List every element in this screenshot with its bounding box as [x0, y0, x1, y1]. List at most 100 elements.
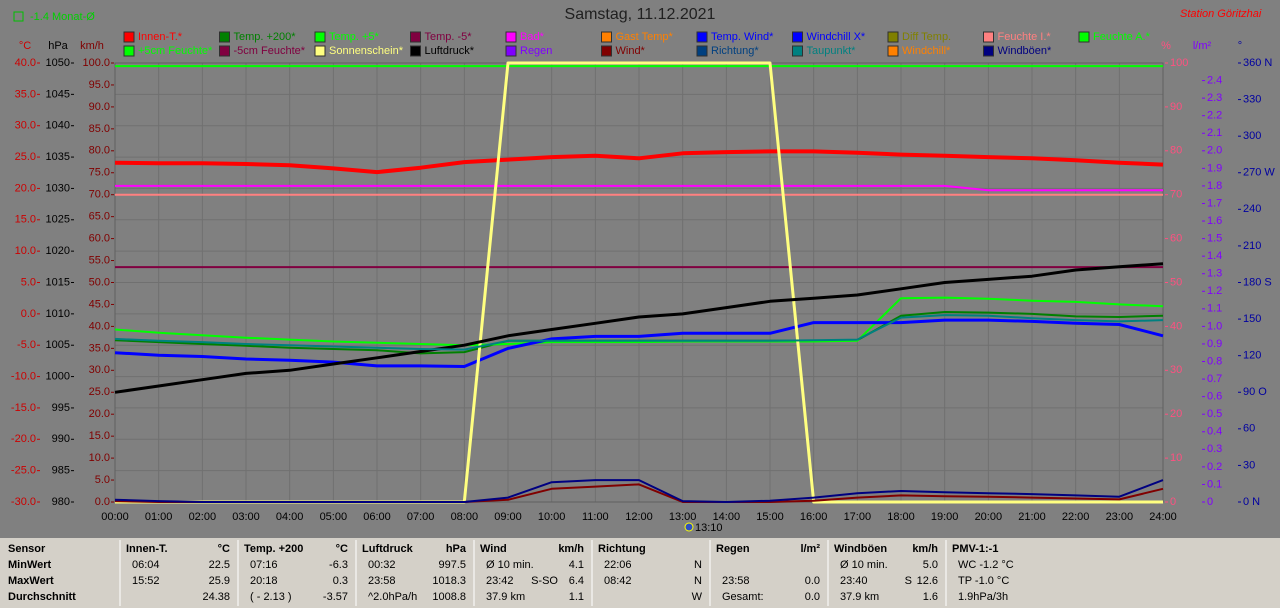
- y-tick-label: 30.0: [89, 364, 110, 376]
- column-unit: °C: [336, 543, 348, 555]
- x-tick-label: 01:00: [145, 511, 173, 523]
- y-tick-label: 5.0: [95, 474, 110, 486]
- y-tick-label: 995: [52, 402, 70, 414]
- chart-background: [0, 0, 1280, 538]
- cell-text: 22:06: [604, 559, 632, 571]
- legend-swatch: [696, 31, 708, 43]
- y-tick-label: 0: [1170, 496, 1176, 508]
- y-tick-label: 30: [1170, 364, 1182, 376]
- y-tick-label: 20.0: [15, 182, 36, 194]
- cell-text: 23:58: [722, 575, 750, 587]
- y-tick-label: 1025: [46, 214, 70, 226]
- y-tick-label: 50.0: [89, 276, 110, 288]
- y-tick-label: 1.3: [1207, 268, 1222, 280]
- cell-text: 0.0: [805, 575, 820, 587]
- y-tick-label: 0.4: [1207, 426, 1222, 438]
- legend-swatch: [123, 45, 135, 57]
- series-line: [114, 149, 1164, 175]
- y-tick-label: 1010: [46, 308, 70, 320]
- y-tick-label: 45.0: [89, 298, 110, 310]
- axis-unit: °: [1238, 40, 1242, 52]
- legend-swatch: [314, 45, 326, 57]
- legend-entry: Temp. Wind*: [696, 31, 774, 43]
- y-tick-label: 40: [1170, 320, 1182, 332]
- legend-entry: Temp. -5*: [410, 31, 473, 43]
- legend-label: Sonnenschein*: [329, 45, 404, 57]
- cell-text: 0.0: [805, 591, 820, 603]
- y-tick-label: 20: [1170, 408, 1182, 420]
- cell-text: 12.6: [917, 575, 938, 587]
- column-header: Regen: [716, 543, 750, 555]
- y-tick-label: 10.0: [89, 452, 110, 464]
- cell-text: 23:40: [840, 575, 868, 587]
- y-tick-label: 0.2: [1207, 461, 1222, 473]
- y-tick-label: 100.0: [82, 57, 110, 69]
- y-tick-label: 0.1: [1207, 478, 1222, 490]
- cell-text: Ø 10 min.: [486, 559, 534, 571]
- y-tick-label: 95.0: [89, 79, 110, 91]
- y-tick-label: 60: [1243, 423, 1255, 435]
- legend-label: Luftdruck*: [425, 45, 475, 57]
- legend-entry: Temp. +200*: [219, 31, 297, 43]
- cell-text: 23:42: [486, 575, 514, 587]
- legend-entry: Gast Temp*: [601, 31, 673, 43]
- legend-entry: Windböen*: [983, 45, 1052, 57]
- x-tick-label: 22:00: [1062, 511, 1090, 523]
- y-tick-label: 15.0: [89, 430, 110, 442]
- x-tick-label: 09:00: [494, 511, 522, 523]
- legend-swatch: [219, 31, 230, 43]
- legend-entry: -5cm Feuchte*: [219, 45, 306, 57]
- y-tick-label: 75.0: [89, 167, 110, 179]
- legend-label: Wind*: [616, 45, 646, 57]
- cell-text: S: [905, 575, 912, 587]
- x-tick-label: 10:00: [538, 511, 566, 523]
- cell-text: 5.0: [923, 559, 938, 571]
- cell-text: ^2.0hPa/h: [368, 591, 417, 603]
- x-tick-label: 17:00: [844, 511, 872, 523]
- average-icon: [13, 11, 24, 22]
- legend-swatch: [505, 45, 517, 57]
- y-tick-label: 2.4: [1207, 74, 1222, 86]
- legend-entry: Windchill X*: [792, 31, 866, 43]
- x-tick-label: 14:00: [713, 511, 741, 523]
- y-tick-label: 180 S: [1243, 276, 1272, 288]
- column-header: Wind: [480, 543, 507, 555]
- x-tick-label: 05:00: [320, 511, 348, 523]
- y-tick-label: 70: [1170, 189, 1182, 201]
- y-tick-label: 0.9: [1207, 338, 1222, 350]
- x-tick-label: 03:00: [232, 511, 260, 523]
- y-tick-label: 0.6: [1207, 391, 1222, 403]
- series-line: [114, 479, 1164, 503]
- cell-text: 00:32: [368, 559, 396, 571]
- legend-label: Temp. +200*: [234, 31, 297, 43]
- month-average: -1.4 Monat-Ø: [30, 11, 95, 23]
- legend-label: Windchill X*: [807, 31, 866, 43]
- column-header: PMV-1:-1: [952, 543, 998, 555]
- legend-entry: Temp. +5*: [314, 31, 380, 43]
- legend-swatch: [601, 31, 612, 43]
- x-tick-label: 11:00: [582, 511, 609, 523]
- series-line: [114, 262, 1164, 394]
- station-name: Station Göritzhai: [1180, 8, 1262, 20]
- legend-swatch: [983, 45, 994, 57]
- y-tick-label: 2.0: [1207, 145, 1222, 157]
- x-tick-label: 02:00: [189, 511, 217, 523]
- legend-label: Temp. Wind*: [711, 31, 774, 43]
- y-tick-label: 35.0: [15, 88, 36, 100]
- y-tick-label: 90 O: [1243, 386, 1267, 398]
- y-tick-label: 1.0: [1207, 320, 1222, 332]
- legend-swatch: [505, 31, 517, 43]
- y-tick-label: 90.0: [89, 101, 110, 113]
- legend-label: Temp. -5*: [425, 31, 473, 43]
- y-tick-label: 270 W: [1243, 167, 1275, 179]
- legend-label: -5cm Feuchte*: [234, 45, 306, 57]
- legend-swatch: [314, 31, 326, 43]
- cell-text: 1.9hPa/3h: [958, 591, 1008, 603]
- legend-swatch: [1078, 31, 1090, 43]
- legend-swatch: [887, 31, 899, 43]
- y-tick-label: 990: [52, 433, 70, 445]
- y-tick-label: 1.6: [1207, 215, 1222, 227]
- cell-text: S-SO: [531, 575, 558, 587]
- cell-text: Durchschnitt: [8, 591, 76, 603]
- x-tick-label: 19:00: [931, 511, 959, 523]
